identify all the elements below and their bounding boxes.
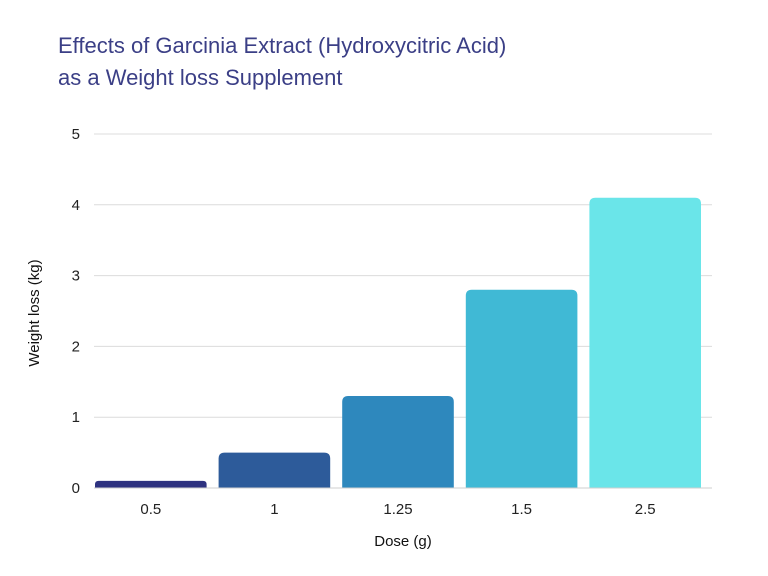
y-tick-label: 3 <box>72 268 80 285</box>
bar-2-5 <box>589 197 701 488</box>
x-tick-label: 1.25 <box>383 501 412 518</box>
y-tick-label: 5 <box>72 126 80 143</box>
y-tick-label: 4 <box>72 197 80 214</box>
bars <box>95 197 701 488</box>
x-tick-labels: 0.5 1 1.25 1.5 2.5 <box>140 501 655 518</box>
bar-1-25 <box>342 395 454 488</box>
x-tick-label: 1.5 <box>511 501 532 518</box>
y-tick-label: 0 <box>72 480 80 497</box>
y-tick-labels: 0 1 2 3 4 5 <box>72 126 80 497</box>
x-tick-label: 1 <box>270 501 278 518</box>
chart-title-line-1: Effects of Garcinia Extract (Hydroxycitr… <box>58 33 507 58</box>
bar-1 <box>218 452 331 488</box>
y-axis-title: Weight loss (kg) <box>26 259 43 366</box>
x-tick-label: 2.5 <box>635 501 656 518</box>
y-tick-label: 1 <box>72 409 80 426</box>
y-tick-label: 2 <box>72 338 80 355</box>
chart-title: Effects of Garcinia Extract (Hydroxycitr… <box>58 30 738 94</box>
bar-1-5 <box>465 289 578 488</box>
x-tick-label: 0.5 <box>140 501 161 518</box>
x-axis-title: Dose (g) <box>374 533 432 550</box>
bar-0-5 <box>95 480 207 488</box>
chart-title-line-2: as a Weight loss Supplement <box>58 65 343 90</box>
